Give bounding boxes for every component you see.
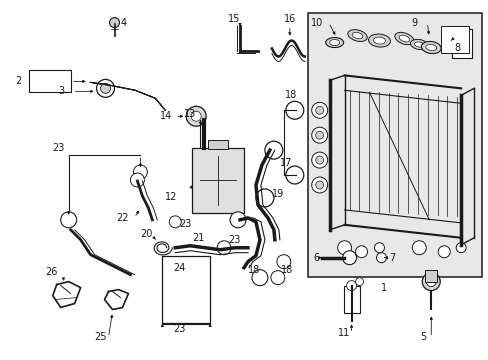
Text: 3: 3: [59, 86, 65, 96]
Text: 6: 6: [313, 253, 319, 263]
Circle shape: [422, 273, 439, 291]
Circle shape: [355, 246, 367, 258]
Text: 16: 16: [283, 14, 295, 24]
Ellipse shape: [347, 30, 366, 41]
Text: 2: 2: [15, 76, 21, 86]
Circle shape: [311, 127, 327, 143]
Bar: [29, 71, 71, 92]
Ellipse shape: [425, 44, 436, 50]
Bar: [162, 256, 210, 323]
Text: 23: 23: [179, 219, 191, 229]
Ellipse shape: [368, 34, 389, 47]
Circle shape: [101, 84, 110, 93]
Text: 13: 13: [184, 109, 196, 119]
Text: 11: 11: [337, 328, 349, 338]
Text: 4: 4: [120, 18, 126, 28]
Text: 18: 18: [247, 265, 260, 275]
Circle shape: [315, 181, 323, 189]
Text: 21: 21: [192, 233, 204, 243]
Bar: [451, 28, 471, 58]
Circle shape: [133, 165, 147, 179]
Circle shape: [342, 251, 356, 265]
Circle shape: [285, 101, 303, 119]
Text: 5: 5: [419, 332, 426, 342]
Circle shape: [61, 212, 77, 228]
Circle shape: [376, 253, 386, 263]
Ellipse shape: [325, 37, 343, 48]
Ellipse shape: [409, 39, 427, 50]
Text: 22: 22: [116, 213, 129, 223]
Circle shape: [337, 241, 351, 255]
Text: 18: 18: [280, 265, 292, 275]
Text: 10: 10: [310, 18, 323, 28]
Circle shape: [255, 189, 273, 207]
Bar: [440, 26, 468, 54]
Text: 12: 12: [165, 192, 177, 202]
Circle shape: [285, 166, 303, 184]
Ellipse shape: [329, 40, 339, 45]
Bar: [307, 13, 481, 276]
Text: 20: 20: [140, 229, 152, 239]
Circle shape: [270, 271, 285, 285]
Text: 7: 7: [388, 253, 395, 263]
Bar: [208, 140, 227, 149]
Circle shape: [311, 177, 327, 193]
Circle shape: [355, 278, 363, 285]
Circle shape: [411, 241, 426, 255]
Text: 9: 9: [410, 18, 417, 28]
Text: 15: 15: [227, 14, 240, 24]
Circle shape: [191, 111, 201, 121]
Text: 18: 18: [285, 90, 297, 100]
Circle shape: [311, 152, 327, 168]
Circle shape: [346, 280, 356, 291]
Text: 17: 17: [279, 158, 292, 168]
Bar: [192, 148, 244, 213]
Circle shape: [315, 156, 323, 164]
Ellipse shape: [413, 42, 424, 47]
Circle shape: [426, 276, 435, 287]
Bar: [343, 285, 359, 314]
Circle shape: [229, 212, 245, 228]
Text: 19: 19: [271, 189, 284, 199]
Ellipse shape: [351, 32, 362, 39]
Text: 24: 24: [173, 263, 185, 273]
Circle shape: [251, 270, 267, 285]
Circle shape: [311, 102, 327, 118]
Ellipse shape: [394, 32, 413, 45]
Text: 8: 8: [453, 42, 459, 53]
Circle shape: [217, 241, 230, 255]
Ellipse shape: [398, 35, 409, 42]
Circle shape: [315, 106, 323, 114]
Text: 23: 23: [53, 143, 65, 153]
Bar: [425, 270, 436, 282]
Circle shape: [130, 173, 144, 187]
Ellipse shape: [421, 41, 440, 54]
Circle shape: [186, 106, 206, 126]
Circle shape: [315, 131, 323, 139]
Text: 1: 1: [381, 283, 386, 293]
Circle shape: [96, 80, 114, 97]
Circle shape: [455, 243, 465, 253]
Circle shape: [169, 216, 181, 228]
Text: 14: 14: [160, 111, 172, 121]
Ellipse shape: [373, 37, 385, 44]
Circle shape: [109, 18, 119, 28]
Circle shape: [276, 255, 290, 269]
Circle shape: [437, 246, 449, 258]
Text: 23: 23: [227, 235, 240, 245]
Text: 23: 23: [173, 324, 185, 334]
Text: 26: 26: [45, 267, 57, 276]
Text: 25: 25: [94, 332, 106, 342]
Circle shape: [264, 141, 282, 159]
Circle shape: [374, 243, 384, 253]
